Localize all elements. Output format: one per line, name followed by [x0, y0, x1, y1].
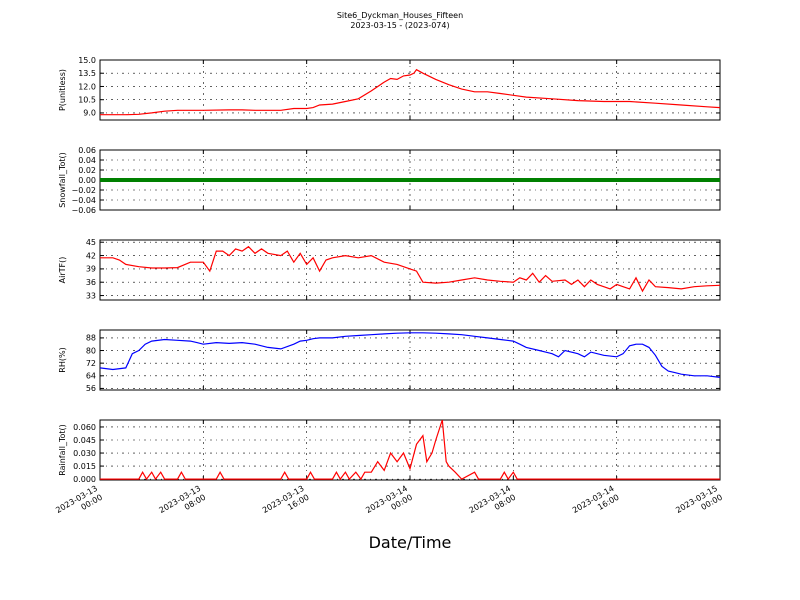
series-line-0 [100, 68, 720, 116]
y-tick-label-2-3: 42 [86, 251, 96, 260]
y-tick-label-4-2: 0.030 [73, 449, 96, 458]
y-tick-label-1-1: −0.04 [71, 196, 96, 205]
x-tick-label-4: 2023-03-1408:00 [468, 484, 518, 524]
x-tick-label-3: 2023-03-1400:00 [364, 484, 414, 524]
y-tick-label-1-4: 0.02 [78, 166, 96, 175]
y-tick-label-3-3: 80 [86, 346, 96, 355]
y-tick-label-0-0: 9.0 [83, 109, 96, 118]
y-tick-label-4-0: 0.000 [73, 475, 96, 484]
y-tick-label-3-0: 56 [86, 384, 96, 393]
y-tick-label-3-1: 64 [86, 372, 96, 381]
x-tick-label-5: 2023-03-1416:00 [571, 484, 621, 524]
y-tick-label-3-4: 88 [86, 334, 96, 343]
y-tick-label-0-1: 10.5 [78, 96, 96, 105]
series-line-2 [100, 245, 720, 293]
y-axis-label-0: P(unitless) [58, 69, 67, 111]
y-tick-label-4-4: 0.060 [73, 423, 96, 432]
y-tick-label-2-2: 39 [86, 265, 96, 274]
y-tick-label-1-0: −0.06 [71, 206, 96, 215]
y-tick-label-2-4: 45 [86, 238, 96, 247]
series-line-3 [100, 332, 720, 379]
chart-subtitle: 2023-03-15 - (2023-074) [350, 21, 450, 30]
x-tick-label-1: 2023-03-1308:00 [158, 484, 208, 524]
x-axis-label: Date/Time [368, 533, 452, 552]
y-axis-label-1: Snowfall_Tot() [58, 152, 67, 208]
y-axis-label-3: RH(%) [58, 347, 67, 372]
y-tick-label-2-0: 33 [86, 291, 96, 300]
y-tick-label-0-2: 12.0 [78, 82, 96, 91]
x-tick-label-0: 2023-03-1300:00 [54, 484, 104, 524]
x-tick-label-6: 2023-03-1500:00 [674, 484, 724, 524]
y-tick-label-3-2: 72 [86, 359, 96, 368]
y-tick-label-0-3: 13.5 [78, 69, 96, 78]
x-tick-label-2: 2023-03-1316:00 [261, 484, 311, 524]
y-tick-label-1-5: 0.04 [78, 156, 96, 165]
y-tick-label-1-3: 0.00 [78, 176, 96, 185]
y-tick-label-0-4: 15.0 [78, 56, 96, 65]
y-tick-label-4-1: 0.015 [73, 462, 96, 471]
y-axis-label-2: AirTF() [58, 257, 67, 284]
y-tick-label-1-2: −0.02 [71, 186, 96, 195]
y-tick-label-1-6: 0.06 [78, 146, 96, 155]
y-axis-label-4: Rainfall_Tot() [58, 424, 67, 476]
y-tick-label-2-1: 36 [86, 278, 96, 287]
y-tick-label-4-3: 0.045 [73, 436, 96, 445]
chart-title: Site6_Dyckman_Houses_Fifteen [336, 11, 464, 20]
series-line-4 [100, 420, 720, 480]
